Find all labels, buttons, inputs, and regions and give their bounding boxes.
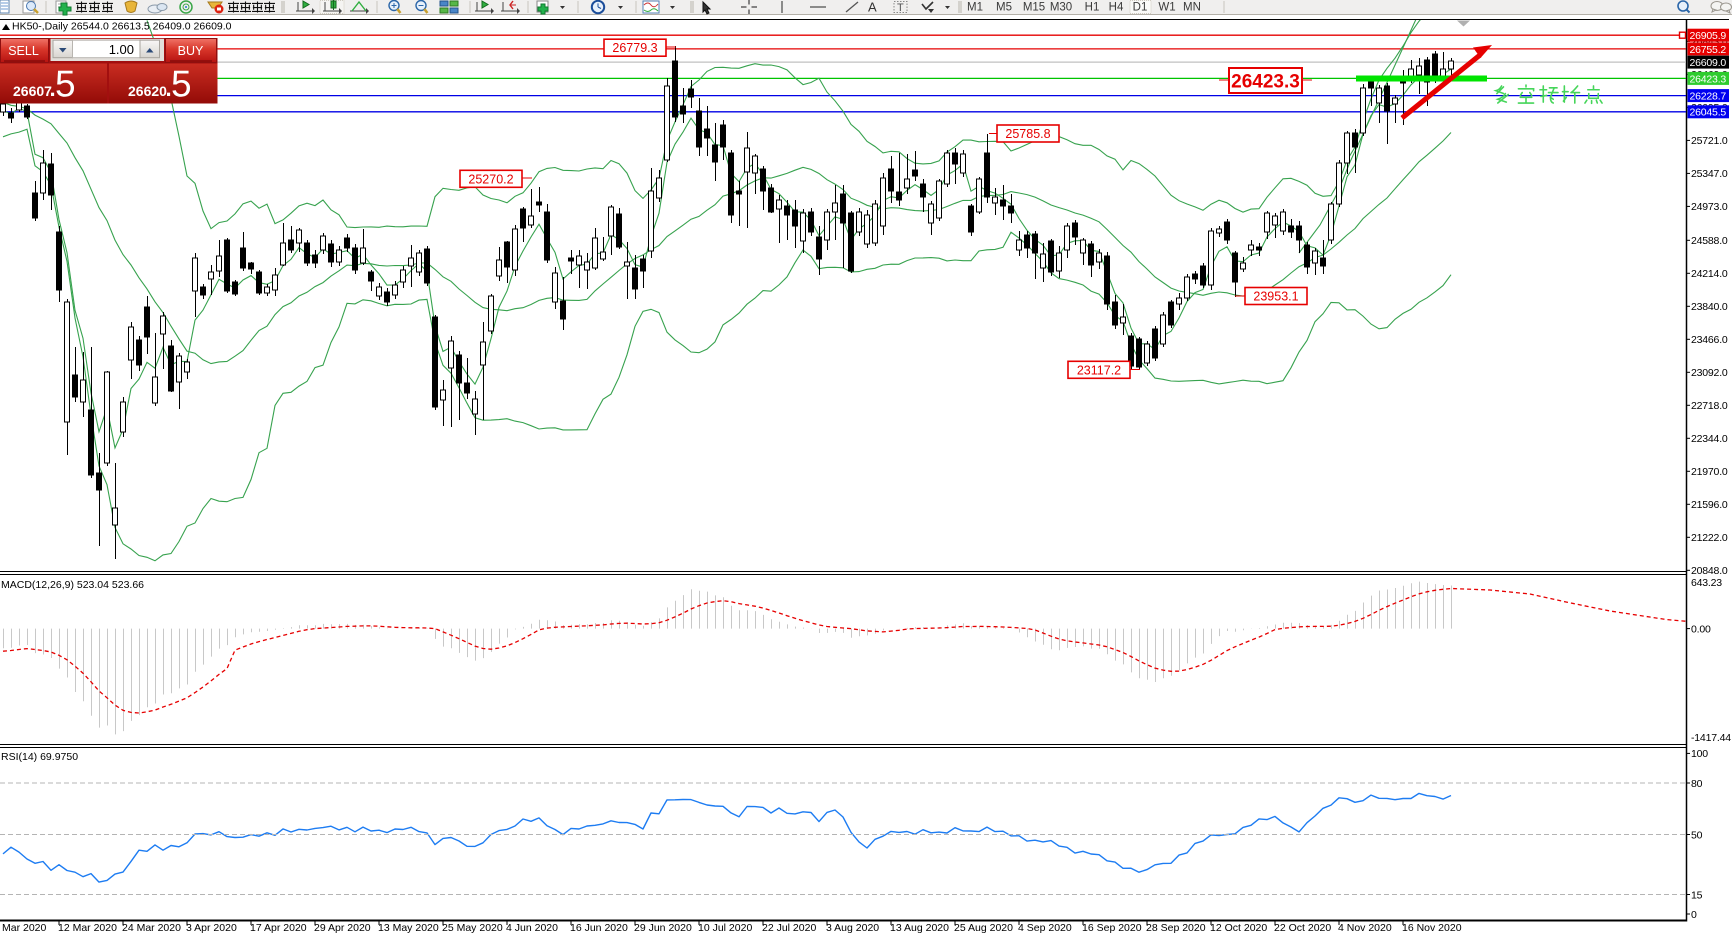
svg-text:12 Mar 2020: 12 Mar 2020 xyxy=(58,922,117,933)
svg-text:22 Jul 2020: 22 Jul 2020 xyxy=(762,922,816,933)
svg-text:MN: MN xyxy=(1183,2,1201,14)
svg-text:M5: M5 xyxy=(996,2,1012,14)
svg-text:.: . xyxy=(166,76,172,101)
svg-text:29 Jun 2020: 29 Jun 2020 xyxy=(634,922,692,933)
svg-text:H4: H4 xyxy=(1109,2,1124,14)
svg-text:29 Apr 2020: 29 Apr 2020 xyxy=(314,922,371,933)
svg-text:23840.0: 23840.0 xyxy=(1691,301,1728,313)
svg-text:13 May 2020: 13 May 2020 xyxy=(378,922,439,933)
svg-text:13 Aug 2020: 13 Aug 2020 xyxy=(890,922,949,933)
svg-text:H1: H1 xyxy=(1085,2,1100,14)
svg-text:21970.0: 21970.0 xyxy=(1691,466,1728,478)
svg-text:SELL: SELL xyxy=(8,44,39,58)
svg-text:5: 5 xyxy=(55,63,76,104)
svg-text:25 Aug 2020: 25 Aug 2020 xyxy=(954,922,1013,933)
svg-text:12 Oct 2020: 12 Oct 2020 xyxy=(1210,922,1267,933)
svg-text:23117.2: 23117.2 xyxy=(1077,363,1121,377)
svg-text:23953.1: 23953.1 xyxy=(1253,290,1298,304)
svg-text:26423.3: 26423.3 xyxy=(1690,73,1727,85)
svg-text:0.00: 0.00 xyxy=(1691,624,1711,636)
svg-text:17 Apr 2020: 17 Apr 2020 xyxy=(250,922,307,933)
svg-text:10 Jul 2020: 10 Jul 2020 xyxy=(698,922,752,933)
svg-text:643.23: 643.23 xyxy=(1691,577,1722,589)
svg-text:26423.3: 26423.3 xyxy=(1231,71,1300,92)
svg-text:HK50-,Daily 26544.0 26613.5 2: HK50-,Daily 26544.0 26613.5 26409.0 2660… xyxy=(12,21,232,33)
svg-text:26607: 26607 xyxy=(13,83,52,99)
svg-text:24214.0: 24214.0 xyxy=(1691,268,1728,280)
svg-text:0: 0 xyxy=(1691,909,1697,921)
svg-text:21596.0: 21596.0 xyxy=(1691,499,1728,511)
svg-text:MACD(12,26,9) 523.04 523.66: MACD(12,26,9) 523.04 523.66 xyxy=(1,579,144,591)
svg-text:16 Nov 2020: 16 Nov 2020 xyxy=(1402,922,1462,933)
svg-text:24973.0: 24973.0 xyxy=(1691,201,1728,213)
svg-text:50: 50 xyxy=(1691,829,1703,841)
svg-text:25721.0: 25721.0 xyxy=(1691,135,1728,147)
svg-text:3 Apr 2020: 3 Apr 2020 xyxy=(186,922,237,933)
svg-text:4 Jun 2020: 4 Jun 2020 xyxy=(506,922,558,933)
svg-text:Mar 2020: Mar 2020 xyxy=(2,922,47,933)
svg-text:26228.7: 26228.7 xyxy=(1690,91,1727,103)
svg-text:.: . xyxy=(50,76,56,101)
svg-text:M1: M1 xyxy=(967,2,983,14)
svg-text:80: 80 xyxy=(1691,778,1703,790)
svg-text:M30: M30 xyxy=(1050,2,1072,14)
svg-text:26755.2: 26755.2 xyxy=(1690,44,1727,56)
svg-text:25785.8: 25785.8 xyxy=(1005,127,1050,141)
svg-text:23092.0: 23092.0 xyxy=(1691,367,1728,379)
svg-text:RSI(14) 69.9750: RSI(14) 69.9750 xyxy=(1,751,78,763)
svg-text:4 Nov 2020: 4 Nov 2020 xyxy=(1338,922,1392,933)
svg-text:D1: D1 xyxy=(1133,2,1148,14)
svg-text:26045.5: 26045.5 xyxy=(1690,107,1727,119)
svg-text:24588.0: 24588.0 xyxy=(1691,235,1728,247)
svg-text:-1417.44: -1417.44 xyxy=(1691,732,1731,744)
svg-text:1.00: 1.00 xyxy=(109,42,134,57)
svg-text:25347.0: 25347.0 xyxy=(1691,168,1728,180)
svg-text:26905.9: 26905.9 xyxy=(1690,30,1727,42)
svg-text:26620: 26620 xyxy=(128,83,167,99)
svg-text:24 Mar 2020: 24 Mar 2020 xyxy=(122,922,181,933)
svg-text:26779.3: 26779.3 xyxy=(612,41,657,55)
svg-text:A: A xyxy=(868,0,877,15)
svg-text:22 Oct 2020: 22 Oct 2020 xyxy=(1274,922,1331,933)
svg-text:21222.0: 21222.0 xyxy=(1691,532,1728,544)
svg-text:4 Sep 2020: 4 Sep 2020 xyxy=(1018,922,1072,933)
svg-text:16 Jun 2020: 16 Jun 2020 xyxy=(570,922,628,933)
svg-text:M15: M15 xyxy=(1023,2,1045,14)
svg-text:15: 15 xyxy=(1691,889,1703,901)
svg-text:22718.0: 22718.0 xyxy=(1691,400,1728,412)
svg-text:3 Aug 2020: 3 Aug 2020 xyxy=(826,922,879,933)
svg-text:W1: W1 xyxy=(1158,2,1175,14)
svg-text:25 May 2020: 25 May 2020 xyxy=(442,922,503,933)
svg-text:20848.0: 20848.0 xyxy=(1691,565,1728,577)
svg-text:25270.2: 25270.2 xyxy=(468,172,513,186)
svg-text:T: T xyxy=(897,2,904,14)
svg-text:23466.0: 23466.0 xyxy=(1691,334,1728,346)
svg-text:BUY: BUY xyxy=(178,44,204,58)
svg-text:28 Sep 2020: 28 Sep 2020 xyxy=(1146,922,1206,933)
svg-text:16 Sep 2020: 16 Sep 2020 xyxy=(1082,922,1142,933)
svg-text:26609.0: 26609.0 xyxy=(1690,57,1727,69)
svg-text:100: 100 xyxy=(1691,748,1708,760)
svg-text:22344.0: 22344.0 xyxy=(1691,433,1728,445)
svg-text:5: 5 xyxy=(171,63,192,104)
